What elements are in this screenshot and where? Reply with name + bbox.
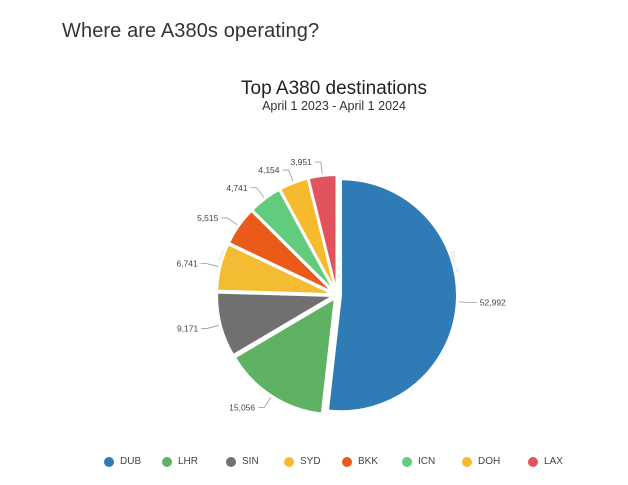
legend-item-icn[interactable]: ICN [402,456,462,467]
chart-title: Top A380 destinations [241,78,427,99]
legend-item-bkk[interactable]: BKK [342,456,402,467]
legend-label-sin: SIN [242,456,259,467]
pie-slice-lhr[interactable] [233,296,337,415]
legend-swatch-dub [104,456,114,467]
data-label-lhr: 15,056 [229,402,255,412]
legend-swatch-doh [462,456,472,467]
legend-item-doh[interactable]: DOH [462,456,528,467]
pie-slice-sin[interactable] [216,291,337,357]
leader-line-doh [282,169,294,182]
legend-item-syd[interactable]: SYD [284,456,342,467]
leader-line-dub [458,301,477,303]
data-label-syd: 6,741 [176,259,198,269]
legend-label-doh: DOH [478,456,501,467]
data-label-dub: 52,992 [480,298,506,308]
pie-slice-icn[interactable] [250,188,336,293]
page-heading: Where are A380s operating? [62,20,320,42]
leader-line-lax [314,161,323,174]
pie-slice-syd[interactable] [216,242,334,296]
data-label-sin: 9,171 [177,323,199,333]
legend-item-sin[interactable]: SIN [226,456,284,467]
pie-slice-lax[interactable] [307,174,338,292]
legend-label-bkk: BKK [358,456,379,467]
data-label-doh: 4,154 [258,165,280,175]
legend-item-dub[interactable]: DUB [104,456,162,467]
pie-slice-doh[interactable] [278,177,337,292]
leader-line-icn [250,187,265,198]
leader-line-lhr [258,397,272,408]
legend-swatch-syd [284,456,294,467]
legend-swatch-icn [402,456,412,467]
chart-subtitle: April 1 2023 - April 1 2024 [262,99,406,113]
legend-label-lax: LAX [544,456,563,467]
data-label-lax: 3,951 [291,157,313,167]
data-label-icn: 4,741 [226,183,248,193]
legend-swatch-lhr [162,456,172,467]
legend-label-lhr: LHR [178,456,199,467]
legend-item-lhr[interactable]: LHR [162,456,226,467]
legend-swatch-lax [528,456,538,467]
data-label-bkk: 5,515 [197,213,219,223]
legend-label-syd: SYD [300,456,321,467]
leader-line-sin [201,325,219,329]
legend-swatch-bkk [342,456,352,467]
legend-label-icn: ICN [418,456,436,467]
leader-line-bkk [221,217,238,226]
pie-slices [216,174,458,415]
leader-line-syd [200,263,219,267]
legend-label-dub: DUB [120,456,142,467]
legend-swatch-sin [226,456,236,467]
legend-item-lax[interactable]: LAX [528,456,563,467]
data-labels: 52,992 15,056 9,171 6,741 5,515 4,741 4,154 3,9… [176,157,506,412]
chart-legend: DUB LHR SIN SYD BKK ICN DOH LAX [104,456,563,467]
pie-slice-bkk[interactable] [227,209,335,294]
pie-slice-dub[interactable] [326,178,458,413]
